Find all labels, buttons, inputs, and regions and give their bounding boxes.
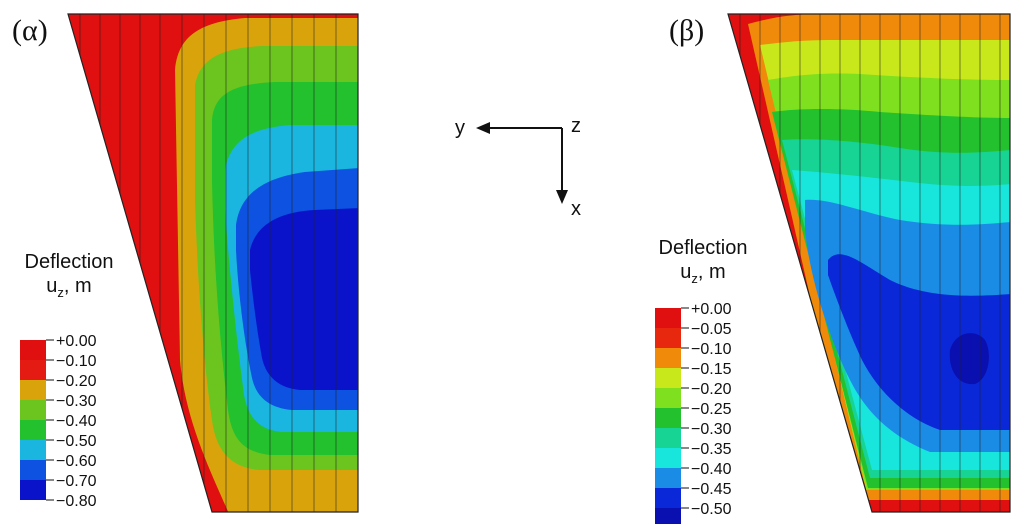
legend-a-level-label: −0.20 [56, 373, 97, 390]
legend-b-swatch [655, 328, 681, 348]
legend-a-title: Deflection uz, m [24, 251, 114, 300]
legend-a-level-label: −0.70 [56, 473, 97, 490]
legend-a-level-label: +0.00 [56, 333, 97, 350]
legend-b-swatch [655, 468, 681, 488]
legend-a-swatch [20, 360, 46, 380]
legend-b-swatch [655, 308, 681, 328]
legend-b-swatch [655, 448, 681, 468]
legend-a-swatch [20, 420, 46, 440]
legend-a-level-label: −0.50 [56, 433, 97, 450]
z-axis-label: z [571, 115, 581, 137]
panel-b-label: (β) [669, 14, 705, 47]
legend-a-swatch [20, 400, 46, 420]
legend-b-swatch [655, 368, 681, 388]
legend-b-level-label: −0.45 [691, 481, 732, 498]
legend-b-level-label: −0.35 [691, 441, 732, 458]
legend-b-level-label: +0.00 [691, 301, 732, 318]
legend-b-level-label: −0.15 [691, 361, 732, 378]
legend-a-level-label: −0.60 [56, 453, 97, 470]
legend-b-level-label: −0.25 [691, 401, 732, 418]
legend-a-swatch [20, 380, 46, 400]
legend-a-swatch [20, 480, 46, 500]
legend-b-level-label: −0.20 [691, 381, 732, 398]
y-axis-label: y [455, 117, 465, 139]
x-axis-arrowhead [556, 190, 568, 204]
legend-a-swatch [20, 340, 46, 360]
coordinate-axes [484, 127, 563, 196]
legend-b-swatch [655, 428, 681, 448]
legend-b-level-label: −0.30 [691, 421, 732, 438]
legend-b: +0.00 −0.05 −0.10 −0.15 −0.20 −0.25 −0.30 −0.35… [655, 300, 765, 524]
panel-a-label: (α) [12, 14, 48, 47]
legend-b-level-label: −0.50 [691, 501, 732, 518]
legend-a-level-label: −0.40 [56, 413, 97, 430]
plate-b [728, 14, 1010, 512]
legend-a-swatch [20, 440, 46, 460]
legend-b-level-label: −0.40 [691, 461, 732, 478]
legend-b-swatch [655, 508, 681, 524]
legend-a-swatch [20, 460, 46, 480]
legend-b-swatch [655, 388, 681, 408]
legend-b-title: Deflection uz, m [658, 237, 748, 286]
legend-b-level-label: −0.05 [691, 321, 732, 338]
legend-a-level-label: −0.30 [56, 393, 97, 410]
legend-a: +0.00 −0.10 −0.20 −0.30 −0.40 −0.50 −0.60 −0.70… [20, 332, 130, 510]
legend-b-swatch [655, 488, 681, 508]
x-axis-label: x [571, 198, 581, 220]
legend-a-level-label: −0.80 [56, 493, 97, 510]
y-axis-arrowhead [476, 122, 490, 134]
legend-b-swatch [655, 348, 681, 368]
legend-b-level-label: −0.10 [691, 341, 732, 358]
legend-b-swatch [655, 408, 681, 428]
legend-a-level-label: −0.10 [56, 353, 97, 370]
